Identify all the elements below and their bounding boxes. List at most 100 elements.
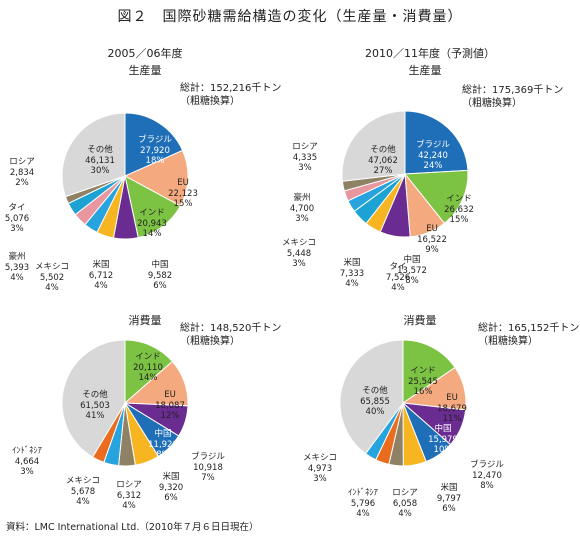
pie-chart	[61, 112, 189, 240]
slice-label-pct: 3%	[292, 259, 306, 269]
slice-label: 中国 13,572 8%	[382, 255, 442, 287]
slice-label-value-label: 22,123	[168, 188, 198, 199]
slice-label-pct: 7%	[201, 473, 215, 483]
slice-label: 中国 9,582 6%	[130, 260, 190, 292]
slice-label-name: タイ	[8, 203, 26, 213]
slice-label-value-label: 15,979	[428, 434, 458, 445]
slice-label-name: EU	[164, 390, 176, 400]
pie-total-value: 総計：152,216千トン	[180, 83, 282, 94]
slice-label-pct: 6%	[442, 504, 456, 514]
slice-label-value-label: 6,058	[392, 498, 418, 509]
slice-label-value-label: 5,448	[286, 248, 312, 259]
slice-label-pct: 15%	[449, 215, 469, 225]
slice-label-name: ロシア	[116, 480, 142, 490]
slice-label-pct: 24%	[423, 161, 443, 171]
slice-label-value-label: 9,797	[436, 493, 462, 504]
pie-period-title: 2010／11年度（予測値）	[365, 47, 495, 60]
slice-label-name: ブラジル	[191, 452, 225, 462]
slice-label-pct: 3%	[298, 163, 312, 173]
slice-label: 米国 6,712 4%	[71, 260, 131, 292]
slice-label-value-label: 9,320	[158, 482, 184, 493]
pie-slice	[341, 110, 406, 182]
slice-label-name: ロシア	[292, 142, 318, 152]
slice-label: 中国 11,928 8%	[133, 429, 193, 461]
pie-slice	[124, 112, 184, 177]
pie-total: 総計：175,369千トン （粗糖換算）	[462, 84, 563, 110]
slice-label-name: ｲﾝﾄﾞﾈｼｱ	[12, 446, 42, 456]
slice-label-pct: 4%	[391, 283, 405, 293]
slice-label: メキシコ 5,448 3%	[269, 238, 329, 270]
slice-label: 中国 15,979 10%	[413, 424, 473, 456]
slice-label-value-label: 4,664	[14, 456, 40, 467]
slice-label-pct: 6%	[164, 493, 178, 503]
slice-label-value-label: 65,855	[360, 396, 390, 407]
pie-total-note: （粗糖換算）	[180, 96, 240, 107]
slice-label-pct: 6%	[153, 281, 167, 291]
slice-label-pct: 27%	[373, 166, 393, 176]
slice-label-pct: 4%	[398, 509, 412, 519]
slice-label-name: タイ	[389, 262, 407, 272]
slice-label: タイ 5,076 3%	[0, 203, 47, 235]
slice-label-pct: 3%	[313, 474, 327, 484]
pie-total: 総計：148,520千トン （粗糖換算）	[180, 322, 281, 348]
slice-label-value-label: 20,110	[133, 362, 163, 373]
slice-label-name: ロシア	[9, 157, 35, 167]
slice-label-name: その他	[82, 390, 108, 400]
slice-label-pct: 30%	[90, 166, 110, 176]
pie-period-title: 2005／06年度	[107, 47, 183, 60]
slice-label: その他 65,855 40%	[345, 386, 405, 418]
slice-label-name: インド	[135, 352, 161, 362]
slice-label: ｲﾝﾄﾞﾈｼｱ 4,664 3%	[0, 446, 57, 478]
slice-label: EU 22,123 15%	[153, 178, 213, 210]
slice-label-name: メキシコ	[281, 238, 316, 248]
slice-label-pct: 18%	[145, 156, 165, 166]
slice-label: メキシコ 4,973 3%	[290, 453, 350, 485]
slice-label: ｲﾝﾄﾞﾈｼｱ 5,796 4%	[333, 488, 393, 520]
slice-label-name: インド	[446, 194, 472, 204]
slice-label: インド 26,632 15%	[429, 194, 489, 226]
slice-label-pct: 4%	[122, 501, 136, 511]
slice-label-value-label: 5,796	[350, 498, 376, 509]
slice-label-value-label: 7,333	[339, 268, 365, 279]
pie-slice	[404, 110, 469, 175]
slice-label-name: ブラジル	[470, 460, 504, 470]
slice-label-name: その他	[87, 145, 113, 155]
slice-label: EU 18,087 12%	[140, 390, 200, 422]
slice-label-value-label: 42,240	[418, 150, 448, 161]
pie-slice	[61, 112, 126, 198]
slice-label-value-label: 5,393	[4, 262, 30, 273]
slice-label-value-label: 10,918	[193, 462, 223, 473]
slice-label-pct: 14%	[142, 229, 162, 239]
slice-label: インド 25,545 16%	[393, 366, 453, 398]
slice-label-pct: 40%	[365, 407, 385, 417]
slice-label-value-label: 13,572	[397, 265, 427, 276]
pie-total-note: （粗糖換算）	[462, 98, 522, 109]
slice-label-pct: 4%	[94, 281, 108, 291]
slice-label: 米国 9,797 6%	[419, 483, 479, 515]
pie-measure-title: 生産量	[408, 64, 442, 77]
pie-measure-title: 消費量	[128, 314, 162, 327]
pie-slice	[124, 339, 174, 405]
slice-label-pct: 3%	[20, 467, 34, 477]
slice-label: ロシア 4,335 3%	[275, 142, 335, 174]
slice-label-value-label: 47,062	[368, 155, 398, 166]
slice-label: ロシア 6,058 4%	[375, 488, 435, 520]
slice-label: その他 46,131 30%	[70, 145, 130, 177]
slice-label-pct: 3%	[295, 214, 309, 224]
slice-label-value-label: 27,920	[140, 145, 170, 156]
pie-slice	[123, 149, 189, 207]
slice-label: インド 20,110 14%	[118, 352, 178, 384]
slice-label-name: 中国	[151, 260, 169, 270]
slice-label-pct: 4%	[45, 283, 59, 293]
slice-label-name: ブラジル	[416, 140, 450, 150]
slice-label-value-label: 12,470	[472, 470, 502, 481]
pie-total: 総計：165,152千トン （粗糖換算）	[478, 322, 579, 348]
slice-label-name: ｲﾝﾄﾞﾈｼｱ	[348, 488, 378, 498]
pie-slice	[404, 169, 469, 224]
slice-label-pct: 14%	[138, 373, 158, 383]
slice-label-name: 米国	[162, 472, 180, 482]
slice-label-name: その他	[362, 386, 388, 396]
slice-label: 米国 7,333 4%	[322, 258, 382, 290]
slice-label-value-label: 46,131	[85, 155, 115, 166]
pie-measure-title: 消費量	[403, 314, 437, 327]
